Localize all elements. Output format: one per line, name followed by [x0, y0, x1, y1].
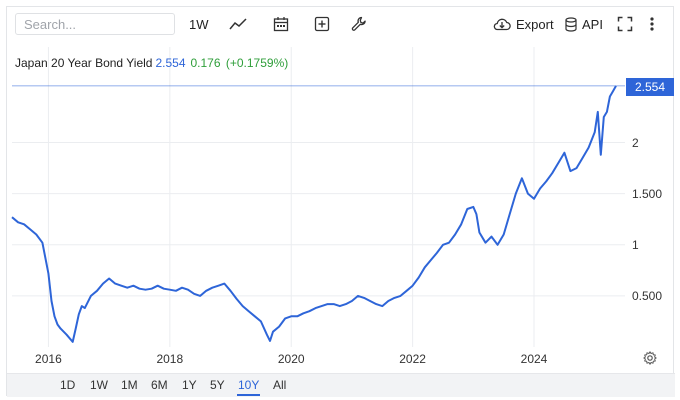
- y-tick-label: 0.500: [632, 288, 663, 303]
- api-label: API: [582, 16, 603, 32]
- cloud-download-icon: [493, 18, 511, 31]
- api-button[interactable]: API: [565, 13, 603, 35]
- series-line: [11, 85, 617, 343]
- compare-button[interactable]: [314, 13, 330, 35]
- y-tick-label: 2: [632, 135, 639, 150]
- toolbar: 1W Export API: [7, 7, 675, 41]
- export-label: Export: [516, 16, 554, 32]
- legend-change-pct: (+0.1759%): [225, 56, 289, 70]
- date-range-button[interactable]: [273, 13, 289, 35]
- search-input[interactable]: [15, 13, 175, 35]
- chart-widget: 1W Export API: [6, 6, 675, 397]
- interval-label: 1W: [189, 16, 209, 32]
- plus-box-icon: [314, 16, 330, 32]
- chart-type-button[interactable]: [229, 13, 247, 35]
- range-button-1m[interactable]: 1M: [121, 378, 138, 392]
- last-price-tag: 2.554: [626, 78, 674, 96]
- export-button[interactable]: Export: [493, 13, 554, 35]
- x-tick-label: 2018: [156, 352, 184, 366]
- range-button-10y[interactable]: 10Y: [237, 378, 261, 396]
- grid-lines: [12, 47, 625, 347]
- more-options-button[interactable]: [649, 13, 655, 35]
- range-button-1d[interactable]: 1D: [60, 378, 76, 392]
- chart-plot[interactable]: [7, 7, 675, 373]
- range-button-all[interactable]: All: [273, 378, 287, 392]
- gear-icon: [643, 351, 657, 365]
- range-button-5y[interactable]: 5Y: [210, 378, 225, 392]
- fullscreen-icon: [617, 16, 633, 32]
- wrench-icon: [351, 16, 366, 31]
- line-chart-icon: [229, 18, 247, 30]
- x-tick-label: 2024: [520, 352, 548, 366]
- chart-settings-button[interactable]: [643, 351, 657, 370]
- range-selector: 1D 1W 1M 6M 1Y 5Y 10Y All: [7, 373, 675, 397]
- database-icon: [565, 16, 577, 32]
- legend: Japan 20 Year Bond Yield 2.554 0.176 (+0.1…: [15, 56, 288, 70]
- legend-value: 2.554: [155, 56, 186, 70]
- legend-change: 0.176: [190, 56, 221, 70]
- range-button-1w[interactable]: 1W: [90, 378, 108, 392]
- x-tick-label: 2020: [277, 352, 305, 366]
- fullscreen-button[interactable]: [617, 13, 633, 35]
- x-tick-label: 2016: [35, 352, 62, 366]
- more-vertical-icon: [650, 17, 654, 31]
- interval-button[interactable]: 1W: [189, 13, 209, 35]
- y-tick-label: 1: [632, 237, 639, 252]
- x-tick-label: 2022: [399, 352, 426, 366]
- legend-series-name: Japan 20 Year Bond Yield: [15, 56, 153, 70]
- y-tick-label: 1.500: [632, 186, 663, 201]
- range-button-6m[interactable]: 6M: [151, 378, 168, 392]
- calendar-icon: [273, 17, 289, 32]
- settings-button[interactable]: [351, 13, 367, 35]
- range-button-1y[interactable]: 1Y: [182, 378, 197, 392]
